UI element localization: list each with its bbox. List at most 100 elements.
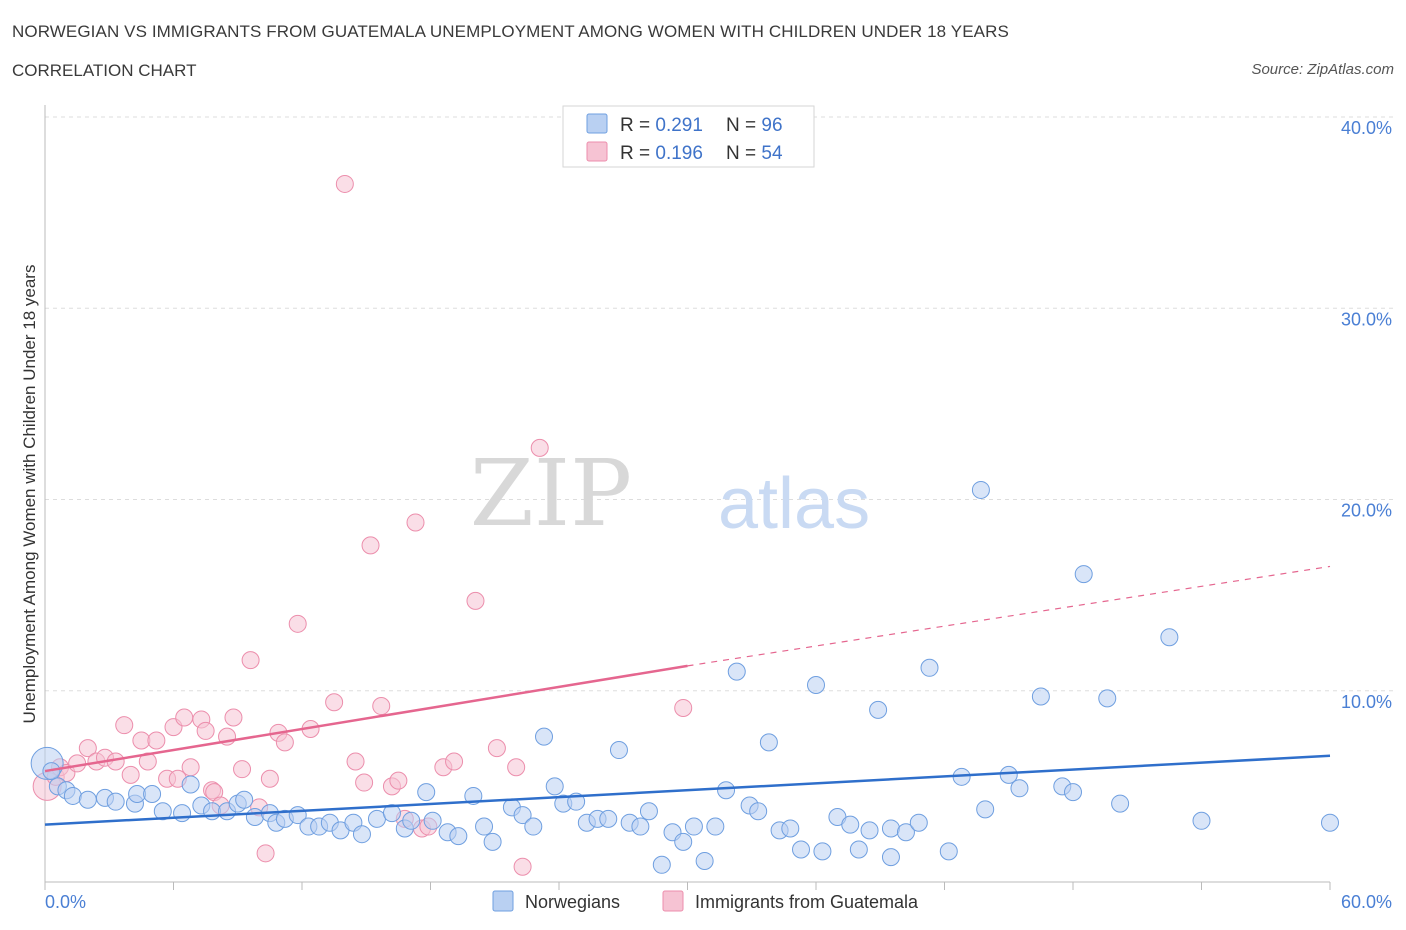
guatemala-point <box>275 733 294 752</box>
norwegian-point <box>382 804 401 823</box>
bottom-legend-swatch-guatemala <box>662 890 684 912</box>
legend-r-label-1: R = 0.291 <box>620 115 703 136</box>
norwegians-trend-line <box>44 754 1331 826</box>
guatemala-point <box>288 614 307 633</box>
norwegian-point <box>792 840 811 859</box>
guatemala-point <box>466 591 485 610</box>
guatemala-point <box>78 739 97 758</box>
guatemala-point <box>115 716 134 735</box>
guatemala-point <box>335 174 354 193</box>
norwegian-point <box>1031 687 1050 706</box>
y-tick-label: 10.0% <box>1341 692 1392 712</box>
guatemala-point <box>355 773 374 792</box>
norwegian-point <box>599 809 618 828</box>
norwegian-point <box>999 765 1018 784</box>
norwegian-point <box>545 777 564 796</box>
guatemala-point <box>361 536 380 555</box>
norwegian-point <box>1064 783 1082 802</box>
guatemala-point <box>241 651 260 670</box>
norwegian-point <box>1010 779 1029 798</box>
norwegian-point <box>78 790 97 809</box>
norwegian-point <box>652 855 671 874</box>
norwegian-point <box>976 800 995 819</box>
guatemala-point <box>68 754 87 773</box>
guatemala-point <box>445 752 464 771</box>
norwegian-point <box>535 727 554 746</box>
norwegian-point <box>173 804 192 823</box>
y-tick-label: 20.0% <box>1341 501 1392 521</box>
norwegian-point <box>63 786 82 805</box>
guatemala-point <box>389 771 408 790</box>
legend-n-label-2: N = 54 <box>726 143 783 164</box>
legend-swatch-guatemala <box>586 141 608 162</box>
norwegian-point <box>781 819 800 838</box>
norwegian-point <box>367 809 386 828</box>
guatemala-trend-extension <box>687 565 1331 667</box>
y-axis-label: Unemployment Among Women with Children U… <box>20 265 39 724</box>
trend-lines <box>44 565 1331 826</box>
norwegian-point <box>920 658 939 677</box>
norwegian-point <box>128 785 147 804</box>
bottom-legend-label-guatemala: Immigrants from Guatemala <box>695 892 919 912</box>
norwegian-point <box>860 821 879 840</box>
norwegian-point <box>909 813 928 832</box>
correlation-legend: R = 0.291 N = 96 R = 0.196 N = 54 <box>562 105 815 168</box>
norwegian-point <box>869 700 888 719</box>
norwegian-point <box>402 811 421 830</box>
norwegian-point <box>749 802 768 821</box>
norwegian-point <box>1111 794 1130 813</box>
norwegian-point <box>1074 565 1093 584</box>
norwegian-point <box>759 733 778 752</box>
norwegian-point <box>841 815 860 834</box>
norwegian-point <box>939 842 958 861</box>
guatemala-point <box>507 758 526 777</box>
norwegian-point <box>881 819 900 838</box>
norwegian-point <box>464 786 483 805</box>
guatemala-point <box>260 769 279 788</box>
norwegian-point <box>717 781 736 800</box>
norwegian-point <box>609 741 628 760</box>
y-tick-label: 30.0% <box>1341 309 1392 329</box>
legend-n-value-guatemala: 54 <box>761 143 783 164</box>
legend-n-value-norwegians: 96 <box>761 115 782 136</box>
norwegian-point <box>1192 811 1211 830</box>
guatemala-point <box>406 513 425 532</box>
legend-r-label-2: R = 0.196 <box>620 143 703 164</box>
watermark: ZIP atlas <box>470 440 870 547</box>
norwegian-point <box>106 792 125 811</box>
guatemala-point <box>487 739 506 758</box>
guatemala-point <box>530 438 549 457</box>
guatemala-point <box>325 693 344 712</box>
guatemala-point <box>181 758 200 777</box>
guatemala-trend-line <box>44 664 688 773</box>
norwegian-point <box>181 775 200 794</box>
guatemala-point <box>121 765 140 784</box>
bottom-legend-label-norwegians: Norwegians <box>525 892 620 912</box>
norwegian-point <box>631 817 650 836</box>
norwegian-point <box>449 827 468 846</box>
norwegian-point <box>245 807 264 826</box>
guatemala-point <box>372 697 391 716</box>
guatemala-point <box>346 752 365 771</box>
norwegian-point <box>727 662 746 681</box>
chart-subtitle: CORRELATION CHART <box>12 61 197 80</box>
norwegian-point <box>513 806 532 825</box>
guatemala-point <box>233 760 252 779</box>
norwegian-point <box>971 480 990 499</box>
axes: 10.0% 20.0% 30.0% 40.0% 0.0% 60.0% <box>44 105 1392 912</box>
norwegian-point <box>1321 813 1339 832</box>
norwegian-point <box>352 825 371 844</box>
norwegian-point <box>235 790 254 809</box>
norwegian-point <box>684 817 703 836</box>
norwegian-point <box>639 802 658 821</box>
norwegian-point <box>881 848 900 867</box>
x-tick-label-min: 0.0% <box>45 892 86 912</box>
guatemala-point <box>674 698 693 717</box>
guatemala-point <box>132 731 151 750</box>
watermark-atlas: atlas <box>718 464 870 544</box>
guatemala-point <box>175 708 194 727</box>
norwegian-point <box>1098 689 1117 708</box>
norwegian-point <box>475 817 494 836</box>
legend-r-value-norwegians: 0.291 <box>655 115 703 136</box>
